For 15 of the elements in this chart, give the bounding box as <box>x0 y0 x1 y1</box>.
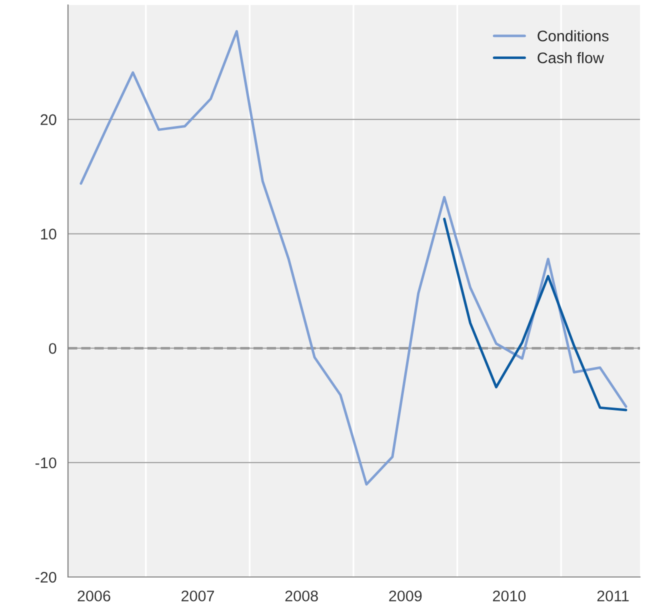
legend-label: Conditions <box>538 30 609 42</box>
x-tick-label: 2011 <box>597 590 629 602</box>
line-series <box>80 30 628 486</box>
y-tick-label: -20 <box>35 572 56 583</box>
y-tick-label: 20 <box>40 114 56 126</box>
x-tick-label: 2010 <box>492 590 526 602</box>
y-tick-label: 0 <box>48 343 56 354</box>
x-tick-label: 2009 <box>389 590 422 602</box>
x-tick-label: 2007 <box>182 590 214 602</box>
line-series <box>443 218 628 412</box>
y-tick-label: 10 <box>41 228 56 240</box>
x-tick-label: 2008 <box>285 590 318 602</box>
y-tick-label: -10 <box>35 457 56 468</box>
legend-label: Cash flow <box>538 52 604 64</box>
x-tick-label: 2006 <box>78 590 110 602</box>
